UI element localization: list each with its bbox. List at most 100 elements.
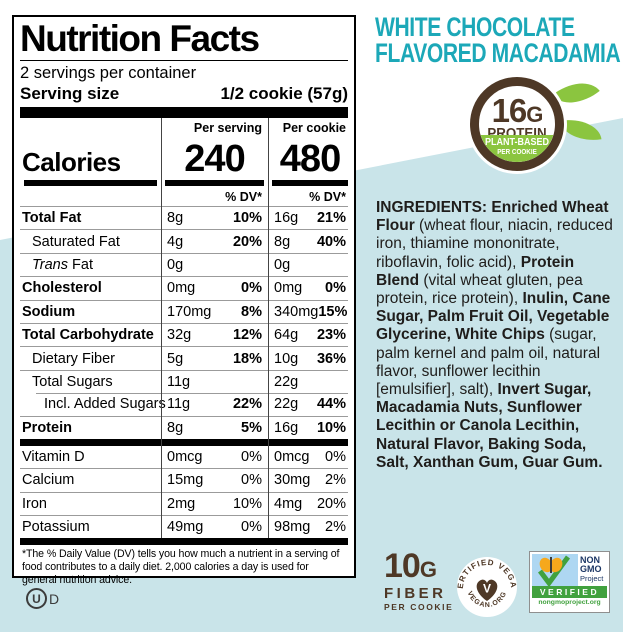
daily-value: 40%	[316, 233, 346, 250]
daily-value-headers: % DV* % DV*	[20, 187, 348, 207]
per-serving-cell: 11g	[161, 374, 268, 390]
daily-value: 12%	[232, 327, 262, 344]
nutrient-name: Protein	[22, 419, 72, 436]
amount: 22g	[274, 396, 299, 413]
per-serving-cell: 5g 18%	[161, 351, 268, 367]
non-gmo-line2: GMO	[580, 564, 602, 574]
per-cookie-cell: 16g 21%	[268, 210, 352, 226]
daily-value: 10%	[232, 495, 262, 512]
daily-value: 20%	[316, 495, 346, 512]
heart-icon	[476, 579, 498, 601]
daily-value: 10%	[232, 210, 262, 227]
per-cookie-header: Per cookie	[282, 121, 346, 135]
non-gmo-line1: NON	[580, 555, 600, 565]
daily-value: 2%	[325, 472, 346, 489]
per-cookie-cell: 0mg 0%	[268, 280, 352, 296]
per-serving-header: Per serving	[193, 121, 262, 135]
nutrient-name: Iron	[22, 495, 47, 512]
per-serving-cell: 8g 5%	[161, 420, 268, 436]
amount: 4mg	[274, 495, 303, 512]
per-cookie-cell: 22g	[268, 374, 352, 390]
nutrient-name: Cholesterol	[22, 280, 102, 297]
daily-value: 15%	[318, 303, 348, 320]
serving-size-label: Serving size	[20, 84, 120, 103]
dv-header-cookie: % DV*	[309, 189, 346, 204]
amount: 22g	[274, 373, 299, 390]
plant-based-text: PLANT-BASED	[484, 137, 550, 148]
butterfly-wing	[539, 557, 553, 573]
per-serving-cell: 11g 22%	[161, 396, 268, 412]
daily-value: 0%	[241, 519, 262, 536]
amount: 49mg	[167, 519, 204, 536]
amount-number: 16	[491, 92, 528, 129]
nutrient-name: Calcium	[22, 472, 75, 489]
nutrient-rows: Total Fat 8g 10% 16g 21% Saturated Fat 4g 20% 8g…	[20, 207, 348, 439]
vegan-v-letter: V	[483, 582, 491, 596]
per-serving-cell: 32g 12%	[161, 327, 268, 343]
nutrient-name: Incl. Added Sugars	[44, 396, 166, 413]
per-serving-cell: 0mg 0%	[161, 280, 268, 296]
per-serving-cell: 15mg 0%	[161, 472, 268, 488]
medium-divider-bar	[20, 438, 348, 446]
column-separator	[161, 118, 162, 539]
butterfly-wing	[549, 557, 563, 573]
per-cookie-cell: 10g 36%	[268, 351, 352, 367]
daily-value: 10%	[316, 419, 346, 436]
nutrient-name: Total Sugars	[32, 373, 113, 390]
daily-value: 0%	[241, 449, 262, 466]
daily-value: 8%	[241, 303, 262, 320]
product-title-line1: WHITE CHOCOLATE	[375, 12, 575, 42]
amount: 0g	[167, 256, 184, 273]
nutrient-row: Potassium 49mg 0% 98mg 2%	[20, 515, 348, 538]
ingredients-segment: Inulin, Cane Sugar, Palm Fruit Oil, Vege…	[376, 290, 611, 344]
per-serving-cell: 0mcg 0%	[161, 449, 268, 465]
amount: 30mg	[274, 472, 311, 489]
non-gmo-wordmark: NON GMO Project	[578, 554, 607, 586]
calories-per-cookie: 480	[279, 138, 341, 180]
nutrient-row: Trans Fat 0g 0g	[20, 252, 348, 276]
protein-badge: 16G PROTEIN PLANT-BASED PER COOKIE	[467, 74, 567, 174]
ingredients-text: INGREDIENTS: Enriched Wheat Flour (wheat…	[376, 199, 621, 472]
amount: 170mg	[167, 303, 212, 320]
per-cookie-cell: 0mcg 0%	[268, 449, 352, 465]
calories-row: Calories 240 480	[20, 138, 348, 178]
nutrient-row: Total Carbohydrate 32g 12% 64g 23%	[20, 322, 348, 346]
daily-value: 5%	[241, 419, 262, 436]
amount-number: 10	[384, 547, 421, 585]
amount-unit: G	[526, 102, 543, 127]
kosher-circle-u: U	[26, 588, 47, 609]
per-cookie-cell: 98mg 2%	[268, 519, 352, 535]
ingredients-segment: (wheat flour, niacin, reduced iron, thia…	[376, 217, 613, 271]
nutrient-row: Vitamin D 0mcg 0% 0mcg 0%	[20, 446, 348, 468]
nutrient-row: Cholesterol 0mg 0% 0mg 0%	[20, 276, 348, 299]
verified-band: VERIFIED	[532, 586, 607, 598]
daily-value-footnote: *The % Daily Value (DV) tells you how mu…	[22, 548, 340, 587]
nutrient-row: Calcium 15mg 0% 30mg 2%	[20, 468, 348, 491]
product-title: WHITE CHOCOLATE FLAVORED MACADAMIA	[375, 12, 621, 68]
certified-vegan-logo: CERTIFIED VEGAN VEGAN.ORG V	[456, 556, 517, 617]
per-cookie-cell: 4mg 20%	[268, 496, 352, 512]
per-serving-cell: 49mg 0%	[161, 519, 268, 535]
non-gmo-top: NON GMO Project	[532, 554, 607, 586]
per-cookie-cell: 8g 40%	[268, 234, 352, 250]
per-cookie-cell: 0g	[268, 257, 352, 273]
product-title-line2: FLAVORED MACADAMIA	[375, 38, 621, 68]
daily-value: 22%	[232, 396, 262, 413]
amount: 0mg	[167, 280, 196, 297]
fiber-amount: 10G	[384, 549, 453, 585]
amount: 8g	[167, 210, 184, 227]
nutrition-facts-title: Nutrition Facts	[20, 18, 260, 59]
per-cookie-cell: 340mg 15%	[268, 304, 352, 320]
daily-value: 2%	[325, 519, 346, 536]
nutrient-row: Protein 8g 5% 16g 10%	[20, 415, 348, 439]
per-cookie-cell: 22g 44%	[268, 396, 352, 412]
italic-word: Trans	[32, 256, 68, 273]
daily-value: 0%	[241, 472, 262, 489]
amount: 10g	[274, 350, 299, 367]
nutrient-name: Sodium	[22, 303, 76, 320]
amount: 64g	[274, 327, 299, 344]
kosher-oud-symbol: U D	[26, 588, 59, 609]
per-cookie-cell: 16g 10%	[268, 420, 352, 436]
kosher-dairy-letter: D	[49, 590, 60, 607]
